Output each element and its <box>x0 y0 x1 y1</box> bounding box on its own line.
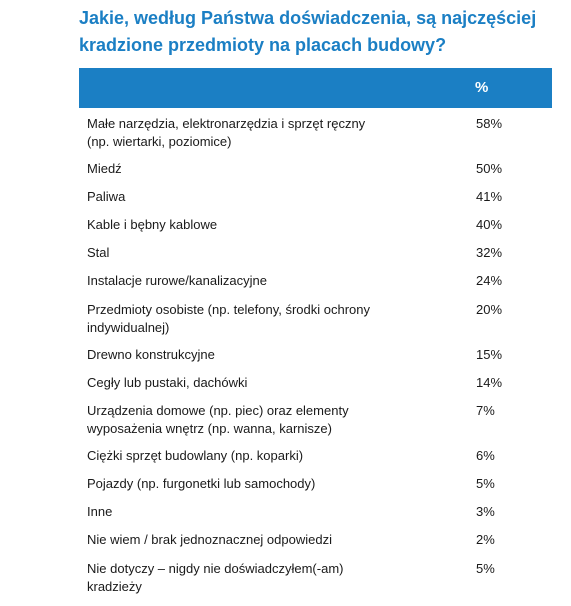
row-label: Drewno konstrukcyjne <box>87 347 215 362</box>
row-label: Inne <box>87 504 113 519</box>
table-header: % <box>79 68 552 108</box>
page-title: Jakie, według Państwa doświadczenia, są … <box>79 8 537 55</box>
row-value: 2% <box>476 532 495 547</box>
row-value: 40% <box>476 217 503 232</box>
row-label: Cegły lub pustaki, dachówki <box>87 375 248 390</box>
row-label: Instalacje rurowe/kanalizacyjne <box>87 273 267 288</box>
row-value: 5% <box>476 561 495 576</box>
row-value: 50% <box>476 161 503 176</box>
row-label: Urządzenia domowe (np. piec) oraz elemen… <box>87 403 349 436</box>
row-value: 14% <box>476 375 503 390</box>
row-label: Nie dotyczy – nigdy nie doświadczyłem(-a… <box>87 561 344 594</box>
row-label: Miedź <box>87 161 122 176</box>
row-value: 32% <box>476 245 503 260</box>
row-label: Kable i bębny kablowe <box>87 217 218 232</box>
row-value: 6% <box>476 448 495 463</box>
results-table: % Małe narzędzia, elektronarzędzia i spr… <box>79 68 552 594</box>
row-label: Małe narzędzia, elektronarzędzia i sprzę… <box>87 116 366 149</box>
row-value: 24% <box>476 273 503 288</box>
row-value: 58% <box>476 116 503 131</box>
row-label: Paliwa <box>87 189 126 204</box>
row-label: Pojazdy (np. furgonetki lub samochody) <box>87 476 316 491</box>
row-value: 3% <box>476 504 495 519</box>
row-label: Ciężki sprzęt budowlany (np. koparki) <box>87 448 304 463</box>
row-label: Nie wiem / brak jednoznacznej odpowiedzi <box>87 532 332 547</box>
row-value: 20% <box>476 302 503 317</box>
percent-column-header: % <box>475 79 489 96</box>
row-value: 15% <box>476 347 503 362</box>
row-label: Przedmioty osobiste (np. telefony, środk… <box>87 302 371 335</box>
row-label: Stal <box>87 245 110 260</box>
row-value: 5% <box>476 476 495 491</box>
row-value: 7% <box>476 403 495 418</box>
row-value: 41% <box>476 189 503 204</box>
